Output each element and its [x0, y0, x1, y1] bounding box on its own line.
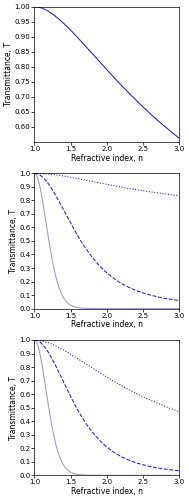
Y-axis label: Transmittance, T: Transmittance, T	[9, 376, 18, 440]
X-axis label: Refractive index, n: Refractive index, n	[71, 154, 143, 162]
Y-axis label: Transmittance, T: Transmittance, T	[9, 209, 18, 273]
Y-axis label: Transmittance, T: Transmittance, T	[4, 42, 13, 106]
X-axis label: Refractive index, n: Refractive index, n	[71, 487, 143, 496]
X-axis label: Refractive index, n: Refractive index, n	[71, 320, 143, 329]
